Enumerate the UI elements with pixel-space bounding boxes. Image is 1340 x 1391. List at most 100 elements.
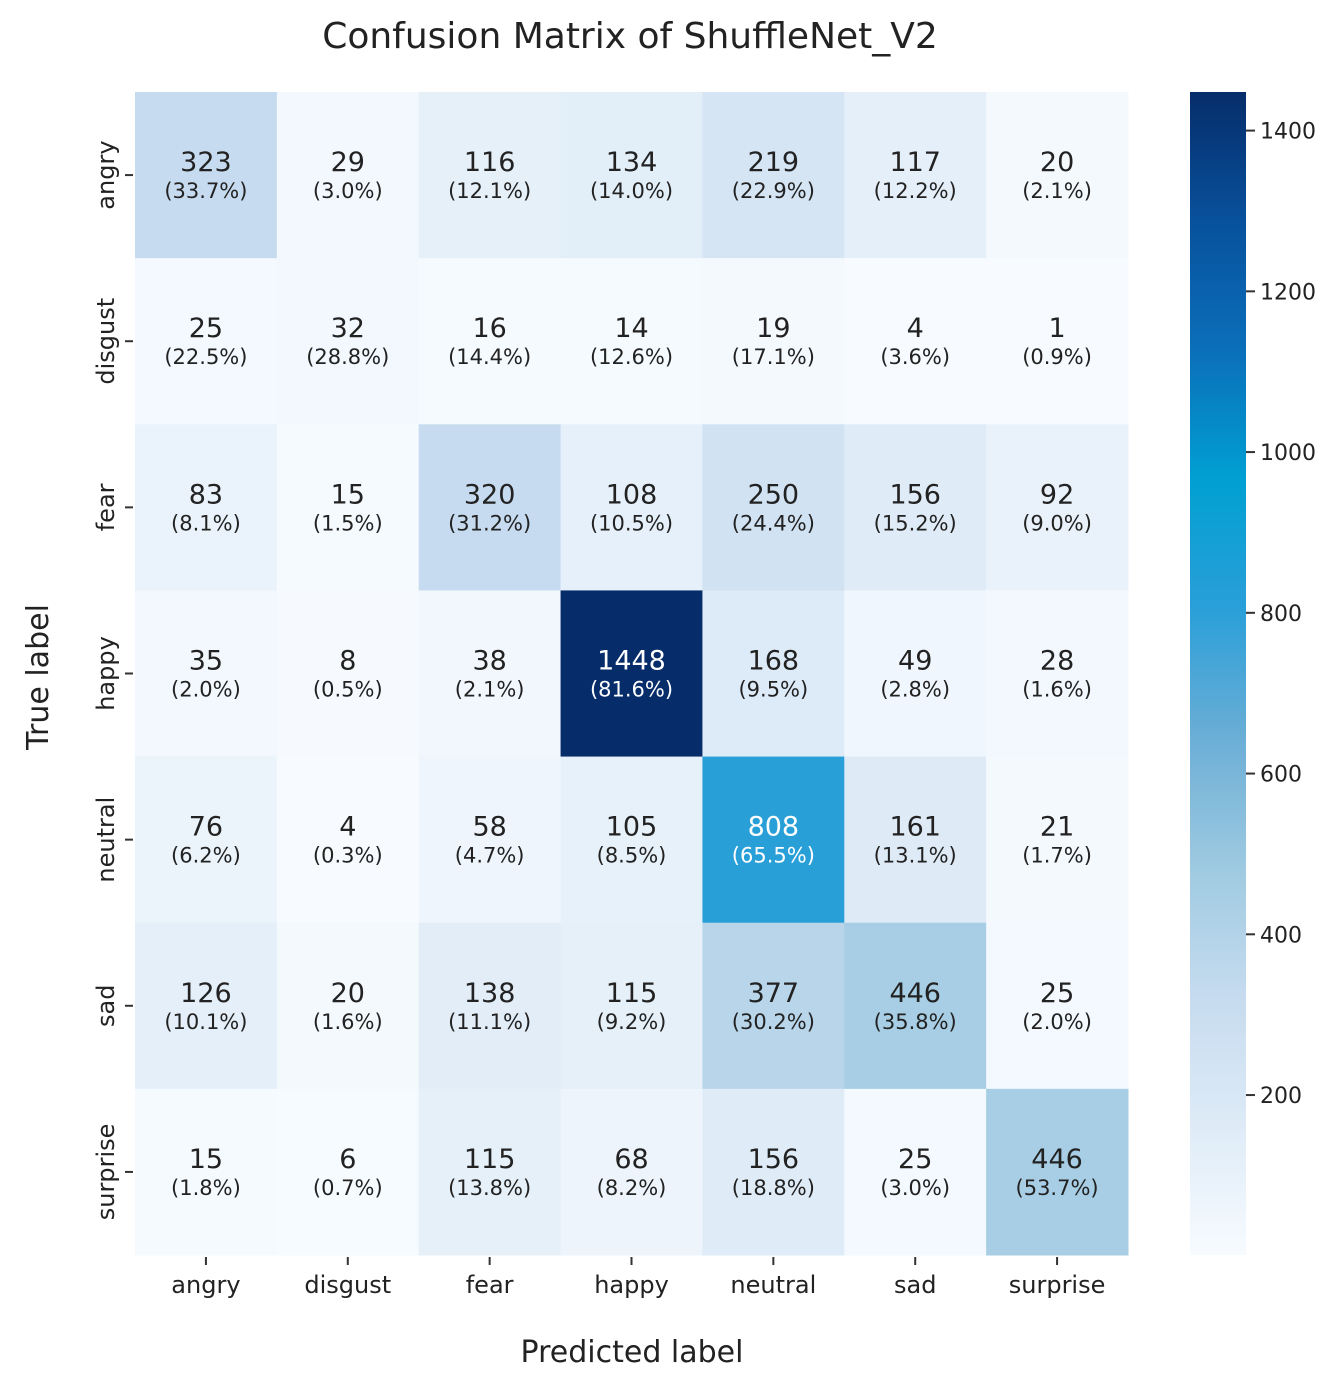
heatmap-cell-fear-sad (844, 424, 987, 591)
heatmap-cell-happy-fear (418, 590, 562, 758)
cell-percentage-label: (4.7%) (455, 844, 525, 868)
cell-percentage-label: (12.1%) (448, 179, 531, 203)
heatmap-cell-sad-sad (844, 922, 987, 1090)
x-tick-label-surprise: surprise (1009, 1271, 1106, 1299)
y-tick-label-neutral: neutral (92, 797, 120, 883)
cell-percentage-label: (3.0%) (313, 179, 383, 203)
cell-percentage-label: (33.7%) (164, 179, 247, 203)
cell-percentage-label: (35.8%) (874, 1010, 957, 1034)
cell-percentage-label: (14.0%) (590, 179, 673, 203)
cell-percentage-label: (0.7%) (313, 1176, 383, 1200)
heatmap-cell-labels: 323(33.7%)29(3.0%)116(12.1%)134(14.0%)21… (164, 147, 1098, 1200)
cell-percentage-label: (3.6%) (880, 345, 950, 369)
cell-value-label: 115 (606, 978, 658, 1009)
cell-percentage-label: (28.8%) (306, 345, 389, 369)
colorbar: 200 400 600 800 1000 1200 1400 (1190, 92, 1316, 1255)
heatmap-cell-surprise-fear (418, 1088, 562, 1256)
cell-value-label: 35 (189, 646, 223, 677)
heatmap-cell-surprise-angry (135, 1088, 278, 1256)
cell-value-label: 16 (472, 313, 506, 344)
colorbar-tick-label: 1000 (1260, 441, 1316, 466)
cell-value-label: 76 (189, 812, 223, 843)
cell-percentage-label: (24.4%) (732, 511, 815, 535)
cell-percentage-label: (0.3%) (313, 844, 383, 868)
heatmap-cell-happy-neutral (702, 590, 845, 758)
heatmap-cell-angry-disgust (276, 92, 420, 259)
heatmap-cell-disgust-sad (844, 258, 987, 425)
y-tick-label-sad: sad (92, 985, 120, 1027)
cell-value-label: 21 (1040, 812, 1074, 843)
cell-value-label: 25 (189, 313, 223, 344)
cell-percentage-label: (8.2%) (597, 1176, 667, 1200)
cell-value-label: 320 (464, 479, 516, 510)
cell-percentage-label: (9.0%) (1022, 511, 1092, 535)
x-axis-label: Predicted label (521, 1335, 744, 1370)
heatmap-cell-disgust-disgust (276, 258, 420, 425)
cell-value-label: 4 (339, 812, 356, 843)
heatmap-cell-neutral-surprise (986, 756, 1129, 924)
cell-value-label: 161 (889, 812, 941, 843)
heatmap-cell-surprise-happy (560, 1088, 703, 1256)
cell-value-label: 168 (748, 646, 800, 677)
heatmap-cell-neutral-sad (844, 756, 987, 924)
heatmap-cell-neutral-neutral (702, 756, 845, 924)
cell-percentage-label: (22.9%) (732, 179, 815, 203)
cell-percentage-label: (2.0%) (1022, 1010, 1092, 1034)
cell-percentage-label: (2.1%) (1022, 179, 1092, 203)
cell-value-label: 25 (1040, 978, 1074, 1009)
x-tick-label-sad: sad (894, 1271, 936, 1299)
heatmap-cell-happy-surprise (986, 590, 1129, 758)
cell-value-label: 156 (748, 1144, 800, 1175)
heatmap-cell-sad-surprise (986, 922, 1129, 1090)
cell-value-label: 28 (1040, 646, 1074, 677)
heatmap-cell-sad-happy (560, 922, 703, 1090)
cell-value-label: 134 (606, 147, 658, 178)
cell-value-label: 446 (889, 978, 941, 1009)
heatmap-cell-surprise-neutral (702, 1088, 845, 1256)
cell-percentage-label: (18.8%) (732, 1176, 815, 1200)
cell-value-label: 6 (339, 1144, 356, 1175)
cell-value-label: 116 (464, 147, 516, 178)
cell-percentage-label: (8.1%) (171, 511, 241, 535)
cell-value-label: 156 (889, 479, 941, 510)
cell-percentage-label: (30.2%) (732, 1010, 815, 1034)
heatmap-cell-disgust-angry (135, 258, 278, 425)
cell-value-label: 1 (1048, 313, 1065, 344)
colorbar-tick-label: 600 (1260, 763, 1302, 788)
y-tick-label-angry: angry (92, 140, 120, 209)
cell-percentage-label: (17.1%) (732, 345, 815, 369)
heatmap-cell-fear-happy (560, 424, 703, 591)
cell-value-label: 20 (1040, 147, 1074, 178)
heatmap-cell-disgust-happy (560, 258, 703, 425)
cell-percentage-label: (10.1%) (164, 1010, 247, 1034)
cell-value-label: 126 (180, 978, 232, 1009)
heatmap-cell-angry-neutral (702, 92, 845, 259)
cell-value-label: 49 (898, 646, 932, 677)
cell-percentage-label: (13.1%) (874, 844, 957, 868)
heatmap-cell-surprise-surprise (986, 1088, 1129, 1256)
heatmap-cell-fear-disgust (276, 424, 420, 591)
heatmap-cell-neutral-angry (135, 756, 278, 924)
cell-percentage-label: (2.1%) (455, 678, 525, 702)
y-tick-label-happy: happy (92, 636, 120, 711)
heatmap-cell-disgust-neutral (702, 258, 845, 425)
heatmap-cells (135, 92, 1129, 1256)
x-tick-label-disgust: disgust (304, 1271, 391, 1299)
heatmap-cell-angry-sad (844, 92, 987, 259)
cell-value-label: 68 (614, 1144, 648, 1175)
heatmap-cell-surprise-sad (844, 1088, 987, 1256)
cell-percentage-label: (0.5%) (313, 678, 383, 702)
y-tick-label-surprise: surprise (92, 1124, 120, 1221)
cell-percentage-label: (9.2%) (597, 1010, 667, 1034)
cell-percentage-label: (1.6%) (313, 1010, 383, 1034)
cell-percentage-label: (12.2%) (874, 179, 957, 203)
heatmap-cell-neutral-happy (560, 756, 703, 924)
colorbar-tick-label: 1200 (1260, 280, 1316, 305)
cell-value-label: 14 (614, 313, 648, 344)
cell-percentage-label: (2.8%) (880, 678, 950, 702)
cell-value-label: 58 (472, 812, 506, 843)
cell-percentage-label: (9.5%) (738, 678, 808, 702)
y-tick-label-fear: fear (92, 483, 120, 531)
cell-percentage-label: (65.5%) (732, 844, 815, 868)
